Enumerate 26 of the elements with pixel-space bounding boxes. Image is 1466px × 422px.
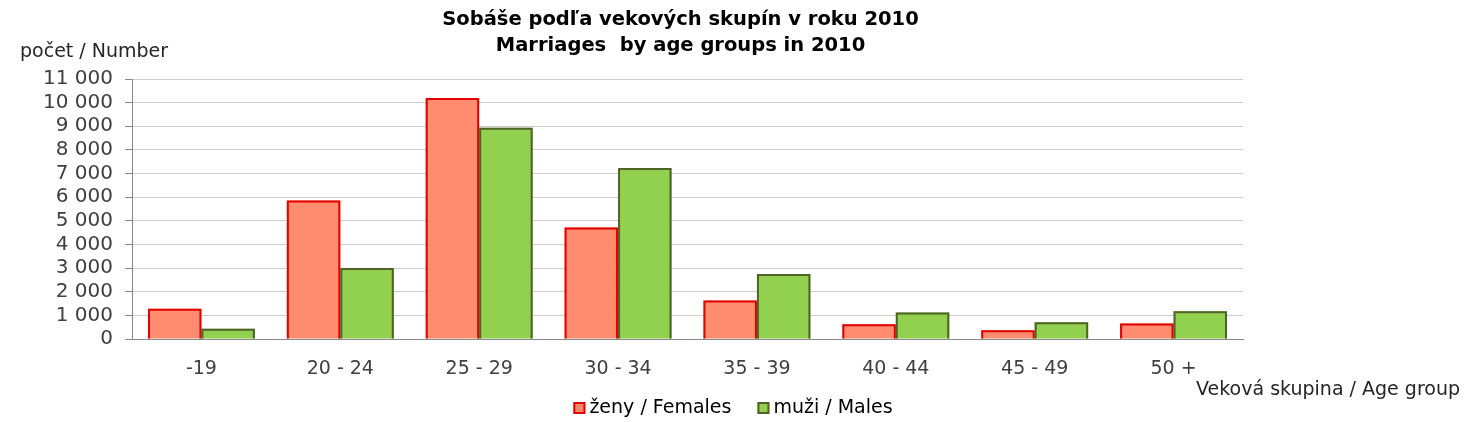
x-tick-label: 20 - 24 [306,356,374,379]
y-tick-label: 4 000 [55,230,113,255]
y-tick-label: 7 000 [55,159,113,184]
y-tick-label: 5 000 [55,207,113,232]
chart-title: Sobáše podľa vekových skupín v roku 2010 [442,7,919,31]
x-tick-label: 25 - 29 [445,356,513,379]
y-tick-label: 3 000 [55,254,113,279]
y-tick-label: 10 000 [43,88,113,113]
y-axis-title: počet / Number [20,38,169,61]
y-tick-label: 1 000 [55,301,113,326]
y-tick-label: 2 000 [55,277,113,302]
y-tick-label: 11 000 [43,65,113,90]
y-tick-label: 9 000 [55,112,113,137]
x-axis-title: Veková skupina / Age group [1196,376,1460,399]
x-tick-label: 30 - 34 [584,356,652,379]
x-tick-label: 45 - 49 [1001,356,1069,379]
chart-subtitle: Marriages by age groups in 2010 [495,33,866,57]
y-tick-label: 0 [100,325,113,350]
y-tick-label: 6 000 [55,183,113,208]
legend-label: ženy / Females [589,394,732,417]
x-tick-label: 50 + [1150,356,1197,379]
x-tick-label: 35 - 39 [723,356,791,379]
x-tick-label: -19 [185,356,217,379]
legend-label: muži / Males [773,394,893,417]
y-tick-label: 8 000 [55,136,113,161]
x-tick-label: 40 - 44 [862,356,930,379]
